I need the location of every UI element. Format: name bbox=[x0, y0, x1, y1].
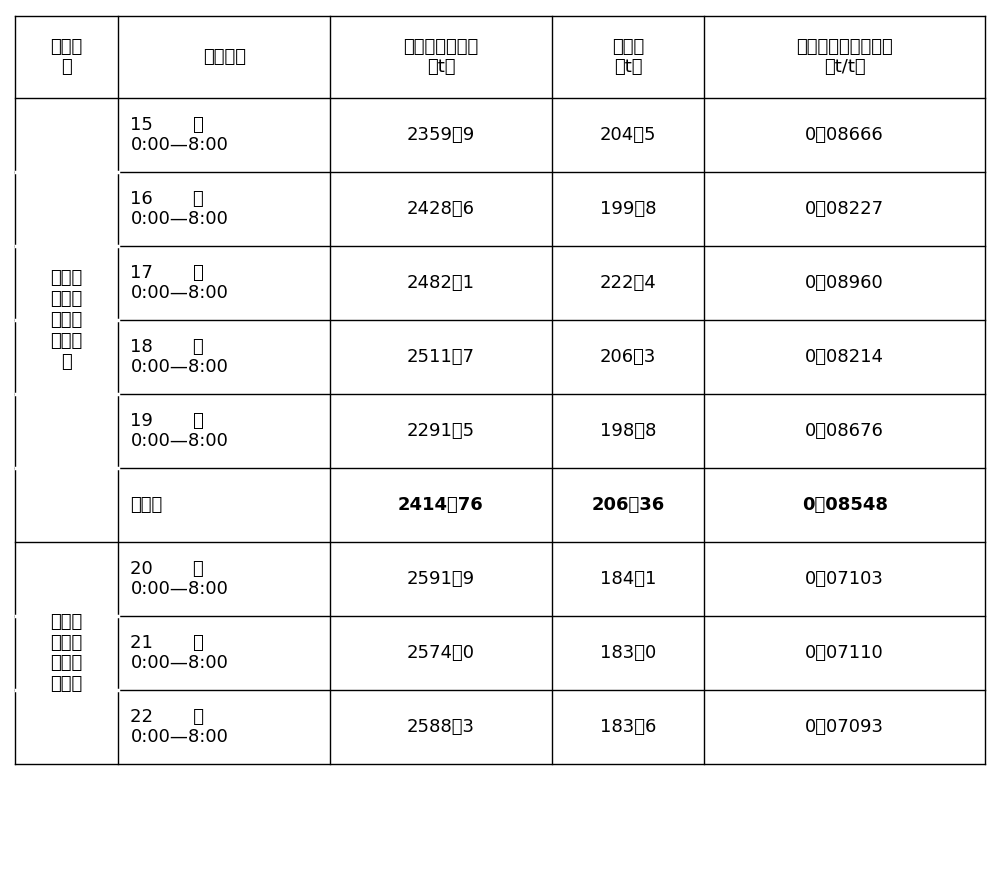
Text: 尘料累计生产量
（t）: 尘料累计生产量 （t） bbox=[403, 37, 479, 77]
Text: 198．8: 198．8 bbox=[600, 422, 656, 440]
Text: 0．08960: 0．08960 bbox=[805, 274, 884, 292]
Text: 22       日
0:00—8:00: 22 日 0:00—8:00 bbox=[130, 707, 228, 746]
Text: 2482．1: 2482．1 bbox=[407, 274, 475, 292]
Text: 未添加
煤炭纳
米催化
媒时间
段: 未添加 煤炭纳 米催化 媒时间 段 bbox=[51, 269, 83, 370]
Text: 单位生料实物耗煤量
（t/t）: 单位生料实物耗煤量 （t/t） bbox=[796, 37, 893, 77]
Text: 204．5: 204．5 bbox=[600, 126, 656, 144]
Text: 0．07110: 0．07110 bbox=[805, 644, 884, 662]
Text: 0．08548: 0．08548 bbox=[802, 496, 888, 514]
Text: 15       日
0:00—8:00: 15 日 0:00—8:00 bbox=[130, 116, 228, 154]
Text: 206．3: 206．3 bbox=[600, 348, 656, 366]
Text: 222．4: 222．4 bbox=[600, 274, 656, 292]
Text: 18       日
0:00—8:00: 18 日 0:00—8:00 bbox=[130, 338, 228, 376]
Text: 2414．76: 2414．76 bbox=[398, 496, 484, 514]
Text: 19       日
0:00—8:00: 19 日 0:00—8:00 bbox=[130, 412, 228, 450]
Text: 试验内
容: 试验内 容 bbox=[51, 37, 83, 77]
Text: 2291．5: 2291．5 bbox=[407, 422, 475, 440]
Text: 17       日
0:00—8:00: 17 日 0:00—8:00 bbox=[130, 264, 228, 302]
Text: 0．08666: 0．08666 bbox=[805, 126, 884, 144]
Text: 2511．7: 2511．7 bbox=[407, 348, 475, 366]
Text: 2574．0: 2574．0 bbox=[407, 644, 475, 662]
Text: 183．6: 183．6 bbox=[600, 718, 656, 736]
Text: 0．08214: 0．08214 bbox=[805, 348, 884, 366]
Text: 16       日
0:00—8:00: 16 日 0:00—8:00 bbox=[130, 190, 228, 228]
Text: 206．36: 206．36 bbox=[591, 496, 665, 514]
Text: 0．08227: 0．08227 bbox=[805, 200, 884, 218]
Text: 用煤量
（t）: 用煤量 （t） bbox=[612, 37, 644, 77]
Text: 0．07093: 0．07093 bbox=[805, 718, 884, 736]
Text: 2359．9: 2359．9 bbox=[407, 126, 475, 144]
Text: 184．1: 184．1 bbox=[600, 570, 656, 588]
Text: 添加煤
炭纳米
催化媒
时间段: 添加煤 炭纳米 催化媒 时间段 bbox=[51, 613, 83, 693]
Text: 183．0: 183．0 bbox=[600, 644, 656, 662]
Text: 0．07103: 0．07103 bbox=[805, 570, 884, 588]
Text: 20       日
0:00—8:00: 20 日 0:00—8:00 bbox=[130, 559, 228, 598]
Text: 0．08676: 0．08676 bbox=[805, 422, 884, 440]
Text: 平均值: 平均值 bbox=[130, 496, 163, 514]
Text: 199．8: 199．8 bbox=[600, 200, 656, 218]
Text: 2428．6: 2428．6 bbox=[407, 200, 475, 218]
Text: 试验时间: 试验时间 bbox=[203, 48, 246, 66]
Text: 2591．9: 2591．9 bbox=[407, 570, 475, 588]
Text: 2588．3: 2588．3 bbox=[407, 718, 475, 736]
Text: 21       日
0:00—8:00: 21 日 0:00—8:00 bbox=[130, 633, 228, 672]
